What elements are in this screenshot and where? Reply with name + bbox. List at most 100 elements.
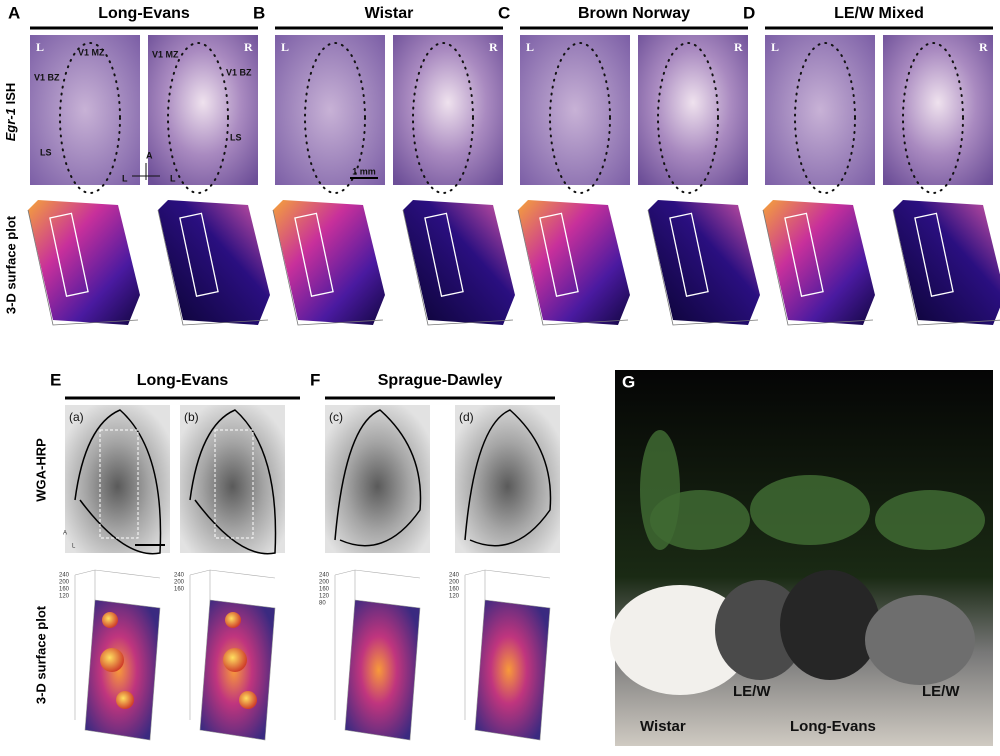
plant [875,490,985,550]
annotation: V1 MZ [78,47,105,57]
rat-label: LE/W [733,683,771,700]
panel-letter: A [8,3,20,22]
roi-dashed [214,429,254,539]
roi-box [179,212,219,297]
annotation: L [122,173,128,183]
rat-label: Wistar [640,718,686,735]
surface-plot [763,200,875,325]
ish-image [520,35,630,185]
peak [225,612,241,628]
plant [640,430,680,550]
rat-label: Long-Evans [790,718,876,735]
panel-letter: B [253,3,265,22]
rat-long-evans [780,570,880,680]
axis-tick-label: 200 [174,580,185,586]
roi-box [294,212,334,297]
surface-plot [158,200,270,325]
bottom-panels: WGA-HRP 3-D surface plot E Long-Evans (a) 240… [33,370,560,741]
surface-plot [273,200,385,325]
panel-letter: D [743,3,755,22]
v1-outline [657,42,719,194]
ish-image [765,35,875,185]
cortex-outline [464,409,552,547]
compass: A [63,531,67,537]
axis-tick-label: 120 [449,594,460,600]
annotation: LS [230,132,242,142]
roi-box [669,212,709,297]
side-mark: L [36,40,44,54]
roi-box [424,212,464,297]
plant [750,475,870,545]
axis-tick-label: 200 [319,580,330,586]
wire-box [464,569,551,720]
panel-letter: E [50,370,61,389]
panel-title: Long-Evans [98,5,190,22]
annotation: V1 BZ [226,67,252,77]
v1-outline [304,42,366,194]
axis-tick-label: 200 [59,580,70,586]
ish-image [148,35,258,185]
axis-tick-label: 240 [174,573,185,579]
peak [116,691,134,709]
side-mark: R [489,40,498,54]
axis-tick-label: 160 [59,587,70,593]
surface-3d [84,599,161,741]
plot-axis [402,209,514,326]
rat-lew [715,580,805,680]
rat-lew [865,595,975,685]
cortex-outline [189,409,277,555]
side-mark: R [979,40,988,54]
photo-panel: G Wistar LE/W Long-Evans LE/W [610,370,993,746]
panel-title: Long-Evans [137,372,229,389]
subpanel-label: (c) [329,410,343,424]
axis-tick-label: 120 [319,594,330,600]
roi-box [539,212,579,297]
panel-title: Wistar [365,5,414,22]
roi-dashed [99,429,139,539]
side-mark: L [771,40,779,54]
side-mark: R [734,40,743,54]
axis-tick-label: 240 [449,573,460,579]
wga-image [180,405,285,553]
axis-tick-label: 240 [59,573,70,579]
roi-box [784,212,824,297]
method-name: ISH [3,83,18,105]
row-label: WGA-HRP [33,438,48,502]
ish-image [30,35,140,185]
wire-box [334,569,421,720]
row-label: 3-D surface plot [3,215,18,314]
roi-box [49,212,89,297]
subpanel-label: (d) [459,410,474,424]
row-label: 3-D surface plot [33,605,48,704]
axis-tick-label: 160 [174,587,185,593]
axis-tick-label: 120 [59,594,70,600]
cortex-outline [74,409,162,555]
plot-axis [272,209,384,326]
peak [100,648,124,672]
wga-image [325,405,430,553]
peak [223,648,247,672]
panel-title: Brown Norway [578,5,690,22]
compass: L [72,544,76,550]
peak [102,612,118,628]
rat-label: LE/W [922,683,960,700]
subpanel-label: (a) [69,410,84,424]
v1-outline [902,42,964,194]
ish-image [883,35,993,185]
side-mark: L [281,40,289,54]
plot-axis [517,209,629,326]
axis-tick-label: 80 [319,601,326,607]
plot-axis [647,209,759,326]
v1-outline [412,42,474,194]
annotation: V1 BZ [34,72,60,82]
wga-image [455,405,560,553]
top-panels: Egr-1 ISH 3-D surface plot A Long-Evans L R B W… [3,3,1000,326]
row-label: Egr-1 ISH [3,83,18,142]
axis-tick-label: 200 [449,580,460,586]
gene-name: Egr-1 [3,108,18,141]
surface-plot [648,200,760,325]
v1-outline [794,42,856,194]
axis-tick-label: 240 [319,573,330,579]
surface-plot [403,200,515,325]
wga-image [65,405,170,553]
